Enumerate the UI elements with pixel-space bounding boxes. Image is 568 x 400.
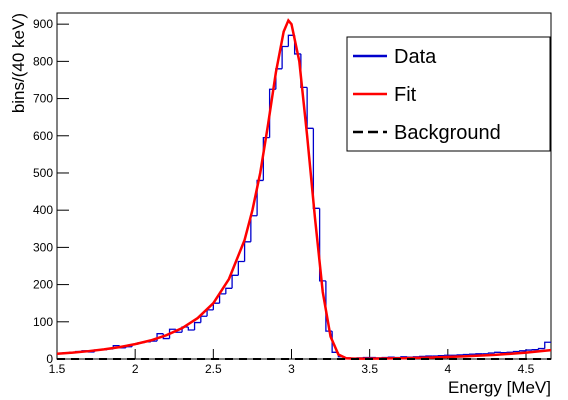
histogram-bin [212,302,220,310]
y-tick-label: 600 [33,129,53,143]
y-tick-label: 200 [33,278,53,292]
histogram-bin [168,328,176,339]
histogram-bin [256,179,264,216]
x-tick-label: 4 [444,362,451,376]
y-axis-label: bins/(40 keV) [9,13,28,113]
y-tick-label: 300 [33,240,53,254]
x-tick-label: 3 [288,362,295,376]
y-tick-label: 400 [33,203,53,217]
histogram-bin [250,215,258,242]
histogram-bin [231,274,239,289]
y-tick-label: 700 [33,92,53,106]
histogram-bin [225,287,233,294]
histogram-bin [318,208,326,282]
y-tick-label: 800 [33,54,53,68]
histogram-bin [237,260,245,276]
x-tick-label: 4.5 [518,362,535,376]
histogram-bin [206,309,214,317]
x-tick-label: 1.5 [49,362,66,376]
histogram-bin [537,347,545,350]
x-tick-label: 2 [132,362,139,376]
x-tick-label: 3.5 [361,362,378,376]
histogram-bin [200,315,208,323]
histogram-bin [306,87,314,129]
histogram-bin [512,350,520,353]
legend-label: Background [394,122,501,144]
plot-frame [56,12,552,360]
y-tick-label: 900 [33,17,53,31]
histogram-bin [525,349,533,351]
histogram-bin [494,351,501,354]
histogram-bin [519,350,526,352]
histogram-bin [262,136,270,181]
x-tick-label: 2.5 [205,362,222,376]
histogram-bin [312,128,320,209]
legend-label: Fit [394,84,417,106]
x-axis-label: Energy [MeV] [448,378,551,397]
legend-label: Data [394,46,437,68]
histogram-bin [287,34,295,47]
y-tick-label: 500 [33,166,53,180]
histogram-bin [243,241,251,262]
y-tick-label: 100 [33,315,53,329]
y-tick-label: 0 [46,352,53,366]
histogram-bin [218,293,226,304]
histogram-bin [187,327,195,331]
histogram-bin [487,352,495,354]
histogram-bin [193,321,201,330]
histogram-bin [544,341,551,349]
histogram-bin [281,45,289,69]
